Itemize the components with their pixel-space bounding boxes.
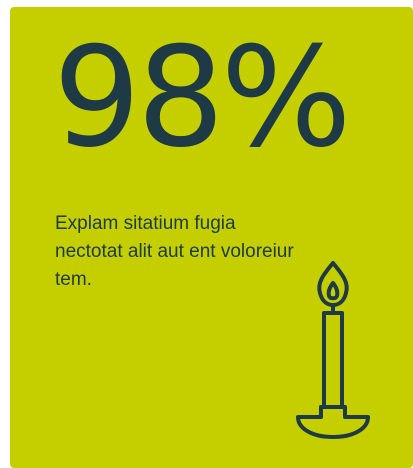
stat-card: 98% Explam sitatium fugia nectotat alit …: [10, 7, 413, 468]
stat-value: 98%: [53, 17, 352, 178]
candle-icon: [296, 261, 370, 439]
stat-description: Explam sitatium fugia nectotat alit aut …: [55, 213, 294, 290]
